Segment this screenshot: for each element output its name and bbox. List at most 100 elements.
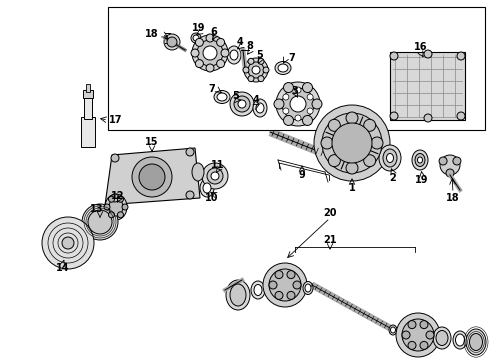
Text: 7: 7 <box>209 84 216 94</box>
Circle shape <box>111 154 119 162</box>
Text: 10: 10 <box>205 193 219 203</box>
Text: 16: 16 <box>414 42 428 52</box>
Circle shape <box>263 67 269 73</box>
Circle shape <box>211 172 219 180</box>
Circle shape <box>408 341 416 350</box>
Circle shape <box>402 331 410 339</box>
Text: 19: 19 <box>415 175 429 185</box>
Circle shape <box>290 96 306 112</box>
Text: 18: 18 <box>145 29 159 39</box>
Circle shape <box>364 155 376 167</box>
Circle shape <box>238 100 246 108</box>
Circle shape <box>258 58 264 64</box>
Ellipse shape <box>387 153 393 162</box>
Circle shape <box>282 88 314 120</box>
Circle shape <box>295 87 301 93</box>
Ellipse shape <box>417 157 422 163</box>
Circle shape <box>332 123 372 163</box>
Ellipse shape <box>412 150 428 170</box>
Circle shape <box>424 50 432 58</box>
Ellipse shape <box>200 179 214 197</box>
Circle shape <box>371 137 383 149</box>
Ellipse shape <box>453 331 467 349</box>
Circle shape <box>275 271 283 279</box>
Text: 19: 19 <box>192 23 206 33</box>
Circle shape <box>167 37 177 47</box>
Circle shape <box>196 60 203 68</box>
Circle shape <box>217 60 224 68</box>
Circle shape <box>302 116 313 125</box>
Ellipse shape <box>305 284 311 292</box>
Ellipse shape <box>214 90 230 104</box>
Circle shape <box>287 271 295 279</box>
Circle shape <box>424 114 432 122</box>
Circle shape <box>118 212 123 218</box>
Text: 7: 7 <box>289 53 295 63</box>
Circle shape <box>62 237 74 249</box>
Circle shape <box>457 112 465 120</box>
Ellipse shape <box>230 50 238 60</box>
Circle shape <box>457 52 465 60</box>
Text: 3: 3 <box>292 86 298 96</box>
Text: 1: 1 <box>348 183 355 193</box>
Circle shape <box>439 157 447 165</box>
Ellipse shape <box>226 280 250 310</box>
Ellipse shape <box>105 194 127 220</box>
Ellipse shape <box>227 46 241 64</box>
Text: 5: 5 <box>233 91 240 101</box>
Circle shape <box>217 39 224 46</box>
Polygon shape <box>105 148 200 205</box>
Text: 11: 11 <box>211 160 225 170</box>
Ellipse shape <box>469 333 483 351</box>
Circle shape <box>234 96 250 112</box>
Text: 15: 15 <box>145 137 159 147</box>
Text: 8: 8 <box>246 41 253 51</box>
Ellipse shape <box>415 153 425 166</box>
Circle shape <box>196 39 203 46</box>
Circle shape <box>248 62 264 78</box>
Text: 17: 17 <box>109 115 123 125</box>
Circle shape <box>108 212 115 218</box>
Circle shape <box>258 76 264 82</box>
Circle shape <box>426 331 434 339</box>
Ellipse shape <box>433 327 451 349</box>
Ellipse shape <box>109 198 123 216</box>
Circle shape <box>203 46 217 60</box>
Circle shape <box>453 157 461 165</box>
Circle shape <box>202 163 228 189</box>
Text: 21: 21 <box>323 235 337 245</box>
Circle shape <box>408 321 416 329</box>
Text: 5: 5 <box>257 50 264 60</box>
Circle shape <box>221 49 229 57</box>
Circle shape <box>269 281 277 289</box>
Circle shape <box>191 49 199 57</box>
Text: 20: 20 <box>323 208 337 218</box>
Bar <box>84 97 92 119</box>
Circle shape <box>122 204 128 210</box>
Circle shape <box>390 52 398 60</box>
Text: 12: 12 <box>111 191 125 201</box>
Circle shape <box>420 341 428 350</box>
Circle shape <box>252 66 260 74</box>
Circle shape <box>269 269 301 301</box>
Text: 9: 9 <box>298 170 305 180</box>
Circle shape <box>321 137 333 149</box>
Circle shape <box>230 92 254 116</box>
Circle shape <box>307 94 313 100</box>
Circle shape <box>132 157 172 197</box>
Circle shape <box>446 169 454 177</box>
Circle shape <box>248 58 254 64</box>
Circle shape <box>275 291 283 300</box>
Circle shape <box>139 164 165 190</box>
Circle shape <box>248 76 254 82</box>
Circle shape <box>42 217 94 269</box>
Circle shape <box>396 313 440 357</box>
Bar <box>108 7 485 130</box>
Circle shape <box>274 99 284 109</box>
Ellipse shape <box>436 330 448 346</box>
Circle shape <box>244 58 268 82</box>
Circle shape <box>207 168 223 184</box>
Circle shape <box>193 35 199 41</box>
Circle shape <box>402 319 434 351</box>
Ellipse shape <box>303 282 313 294</box>
